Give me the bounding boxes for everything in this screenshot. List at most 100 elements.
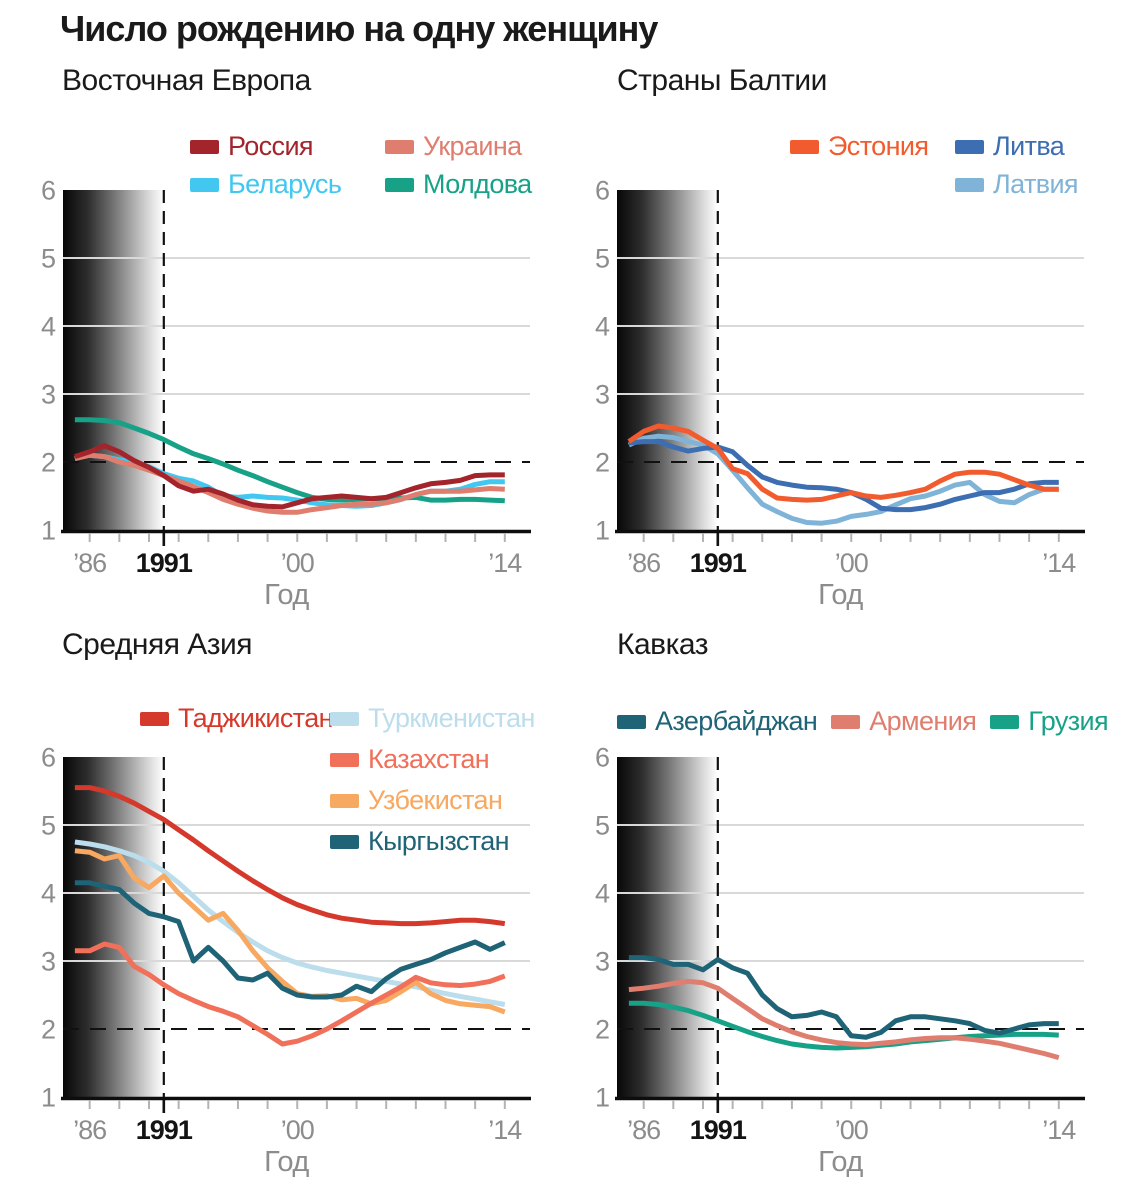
legend-central-asia: Таджикистан Туркменистан Казахстан Узбекист… [140,703,535,857]
legend-label: Украина [423,131,522,161]
legend-label: Казахстан [368,744,490,774]
y-tick-label: 3 [41,947,55,977]
soviet-era-shaded-region [63,190,164,530]
legend-item-россия: Россия [190,131,385,162]
chart-plot-baltics: ’86 1991 ’00 ’14 Год 6 5 4 3 2 1 [595,180,1085,611]
x-tick-label: 1991 [136,548,193,578]
x-tick-label: ’14 [488,548,522,578]
legend-label: Армения [869,706,977,736]
legend-label: Кыргызстан [368,826,510,856]
legend-item-кыргызстан: Кыргызстан [330,826,535,857]
legend-label: Эстония [828,131,929,161]
y-tick-label: 1 [41,1083,55,1113]
legend-swatch [990,714,1020,729]
legend-item-латвия: Латвия [955,169,1079,200]
legend-swatch [790,139,819,154]
legend-swatch [330,793,359,808]
legend-swatch [831,714,861,729]
x-tick-label: ’00 [835,548,868,578]
soviet-era-shaded-region [617,757,718,1097]
x-axis-title: Год [264,1146,309,1178]
y-tick-label: 5 [41,811,55,841]
series-line-казахстан [74,941,506,1047]
legend-label: Беларусь [228,169,342,199]
x-tick-label: ’14 [1042,1115,1076,1145]
legend-label: Туркменистан [368,703,535,733]
series-line-азербайджан [628,955,1059,1040]
series-line-грузия [628,1000,1059,1051]
x-tick-label: 1991 [690,1115,747,1145]
y-tick-label: 4 [595,879,610,909]
legend-item-украина: Украина [385,131,532,162]
legend-swatch [190,177,219,192]
legend-swatch [955,139,984,154]
legend-item-молдова: Молдова [385,169,532,200]
legend-swatch [955,177,984,192]
x-tick-label: ’86 [73,548,106,578]
legend-item-туркменистан: Туркменистан [330,703,535,734]
series-line-узбекистан [74,848,506,1015]
x-axis-title: Год [818,1146,863,1178]
y-tick-label: 4 [595,312,610,342]
y-tick-label: 3 [595,947,609,977]
series-line-таджикистан [74,785,506,927]
legend-item-беларусь: Беларусь [190,169,385,200]
legend-label: Россия [228,131,314,161]
y-tick-label: 5 [41,244,55,274]
series-line-молдова [74,417,505,504]
soviet-era-shaded-region [63,757,164,1097]
legend-swatch [140,711,169,726]
y-tick-label: 1 [595,1083,609,1113]
legend-item-таджикистан: Таджикистан [140,703,334,734]
series-line-армения [628,978,1060,1061]
series-line-украина [74,452,505,515]
legend-item-казахстан: Казахстан [330,744,535,775]
legend-swatch [330,834,359,849]
y-tick-label: 1 [41,516,55,546]
y-tick-label: 2 [595,1015,609,1045]
chart-plot-caucasus: ’86 1991 ’00 ’14 Год 6 5 4 3 2 1 [595,747,1085,1178]
chart-title-baltics: Страны Балтии [617,64,827,97]
legend-swatch [330,752,359,767]
y-tick-label: 3 [595,380,609,410]
y-tick-label: 2 [41,1015,55,1045]
x-tick-label: ’86 [627,548,660,578]
x-tick-label: ’00 [281,548,314,578]
series-line-россия [74,443,505,510]
y-tick-label: 6 [41,180,55,206]
chart-title-central-asia: Средняя Азия [62,628,253,661]
legend-label: Узбекистан [368,785,503,815]
legend-label: Литва [993,131,1065,161]
y-tick-label: 6 [595,747,609,773]
y-tick-label: 2 [595,448,609,478]
y-tick-label: 6 [595,180,609,206]
legend-item-азербайджан: Азербайджан [617,706,818,737]
x-tick-label: ’00 [281,1115,314,1145]
series-line-эстония [627,423,1059,503]
legend-label: Молдова [423,169,532,199]
legend-item-узбекистан: Узбекистан [330,785,535,816]
chart-plot-central-asia: ’86 1991 ’00 ’14 Год 6 5 4 3 2 1 [41,747,531,1178]
page-title: Число рождению на одну женщину [60,8,658,49]
chart-title-caucasus: Кавказ [617,628,708,661]
chart-title-eastern-europe: Восточная Европа [62,64,311,97]
x-tick-label: ’86 [627,1115,660,1145]
series-line-кыргызстан [74,880,506,1000]
x-tick-label: ’14 [488,1115,522,1145]
y-tick-label: 5 [595,811,609,841]
legend-swatch [385,177,414,192]
series-line-латвия [627,433,1059,526]
legend-caucasus: Азербайджан Армения Грузия [617,706,1109,737]
x-tick-label: ’14 [1042,548,1076,578]
y-tick-label: 6 [41,747,55,773]
legend-swatch [190,139,219,154]
legend-label: Таджикистан [178,703,334,733]
legend-eastern-europe: Россия Украина Беларусь Молдова [190,131,532,200]
legend-swatch [385,139,414,154]
legend-item-литва: Литва [955,131,1078,162]
legend-baltics: Эстония Литва Латвия [790,131,1079,200]
x-axis-title: Год [818,579,863,611]
x-axis-title: Год [264,579,309,611]
legend-swatch [330,711,359,726]
